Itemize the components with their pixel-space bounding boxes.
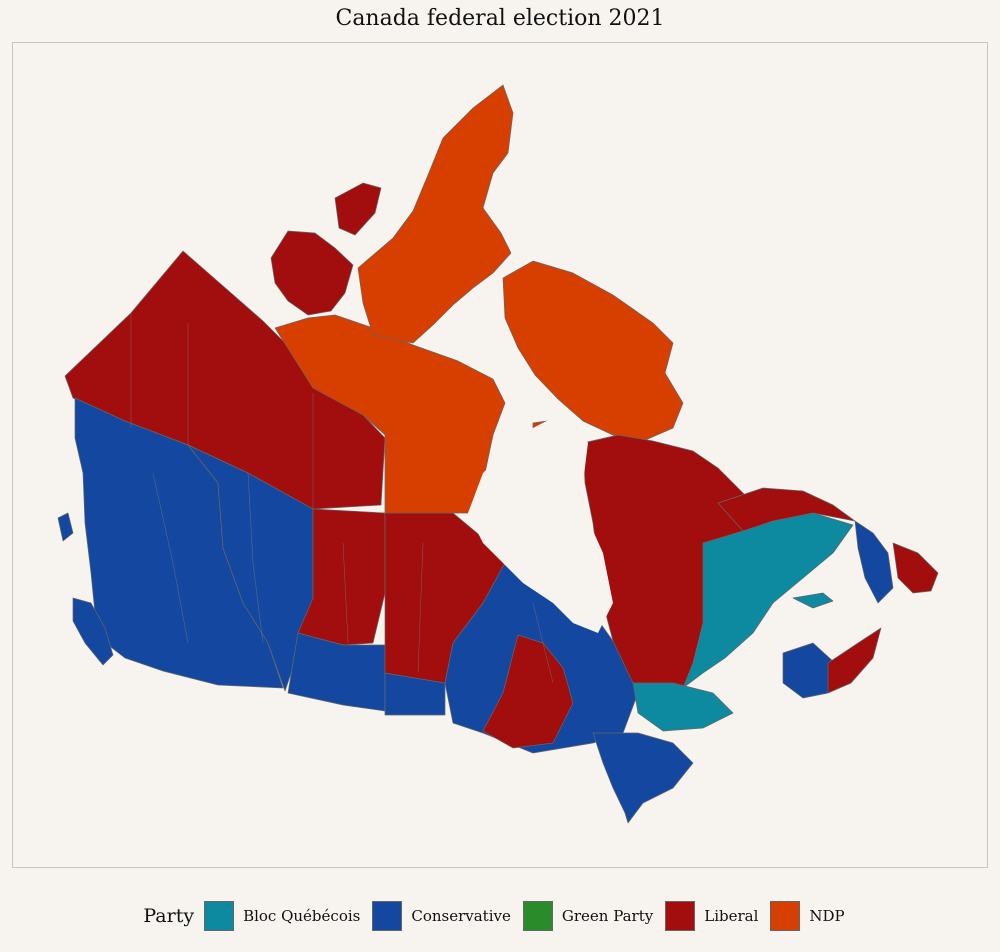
region-anticosti (792, 592, 834, 609)
legend-item-liberal: Liberal (665, 901, 758, 931)
region-labrador (854, 520, 894, 604)
legend-swatch-ndp (770, 901, 801, 931)
region-haida-gwaii (57, 512, 74, 542)
region-nunavut-mainland (274, 314, 506, 514)
region-saskatchewan-south (287, 632, 386, 712)
legend-label-ndp: NDP (809, 907, 845, 925)
region-alberta (187, 444, 314, 692)
legend-item-bloc: Bloc Québécois (204, 901, 360, 931)
legend-label-green: Green Party (561, 907, 654, 925)
legend-title: Party (143, 905, 195, 927)
legend-item-green: Green Party (522, 901, 654, 931)
legend-label-conservative: Conservative (411, 907, 511, 925)
legend-swatch-bloc (204, 901, 235, 931)
legend-label-liberal: Liberal (704, 907, 759, 925)
region-vancouver-island (72, 597, 114, 666)
map-legend: Party Bloc Québécois Conservative Green … (0, 898, 1000, 934)
region-arctic-liberal-island (334, 182, 382, 236)
legend-item-conservative: Conservative (372, 901, 511, 931)
hudson-bay (468, 415, 613, 633)
legend-swatch-liberal (665, 901, 696, 931)
region-southern-ontario (592, 732, 694, 824)
region-newfoundland (892, 542, 939, 594)
region-nova-scotia (827, 627, 882, 694)
region-ontario-liberal (482, 634, 574, 749)
legend-swatch-green (522, 901, 553, 931)
legend-swatch-conservative (372, 901, 403, 931)
canada-map (57, 84, 939, 824)
legend-label-bloc: Bloc Québécois (243, 907, 361, 925)
region-manitoba-south (384, 672, 446, 716)
region-nunavut-islands (357, 84, 514, 344)
map-panel (12, 42, 988, 868)
region-baffin-island (502, 260, 684, 442)
map-title: Canada federal election 2021 (335, 6, 665, 31)
region-quebec-bloc-south (632, 682, 734, 732)
region-new-brunswick (782, 642, 836, 699)
region-arctic-liberal-west (270, 230, 354, 316)
legend-item-ndp: NDP (770, 901, 845, 931)
